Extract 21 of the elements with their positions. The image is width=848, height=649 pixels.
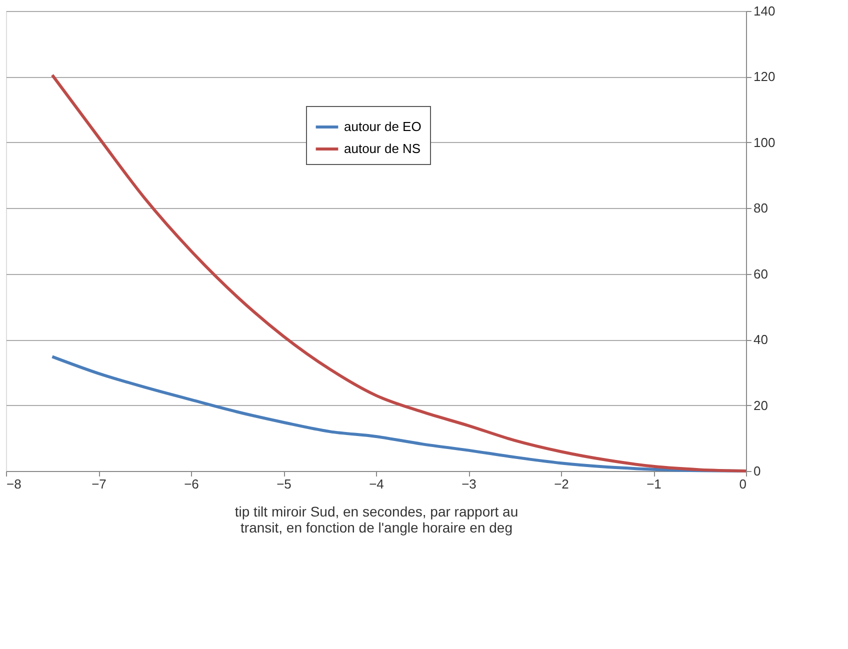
x-tick-label: −6 [184, 476, 199, 492]
y-tick-label: 100 [754, 134, 776, 150]
legend-label: autour de NS [344, 141, 421, 156]
x-tick-label: −1 [646, 476, 662, 492]
y-tick-label: 60 [754, 266, 768, 282]
x-tick-label: −3 [462, 476, 476, 492]
line-series [50, 74, 748, 472]
x-tick-label: −2 [554, 476, 569, 492]
y-tick-label: 140 [754, 4, 776, 18]
x-tick-label: −4 [369, 476, 384, 492]
x-tick-label: −5 [276, 476, 292, 492]
x-tick-label: −8 [6, 476, 22, 492]
y-tick-label: 120 [754, 69, 776, 84]
y-tick-label: 80 [754, 200, 768, 216]
y-tick-label: 20 [754, 398, 768, 413]
legend-label: autour de EO [344, 119, 422, 134]
x-axis-title: tip tilt miroir Sud, en secondes, par rapport au transit, en fonction de l'angle horaire en deg [234, 504, 518, 536]
y-tick-label: 40 [754, 332, 768, 348]
x-tick-label: 0 [739, 476, 746, 492]
x-tick-label: −7 [92, 476, 106, 492]
y-tick-label: 0 [754, 464, 761, 478]
